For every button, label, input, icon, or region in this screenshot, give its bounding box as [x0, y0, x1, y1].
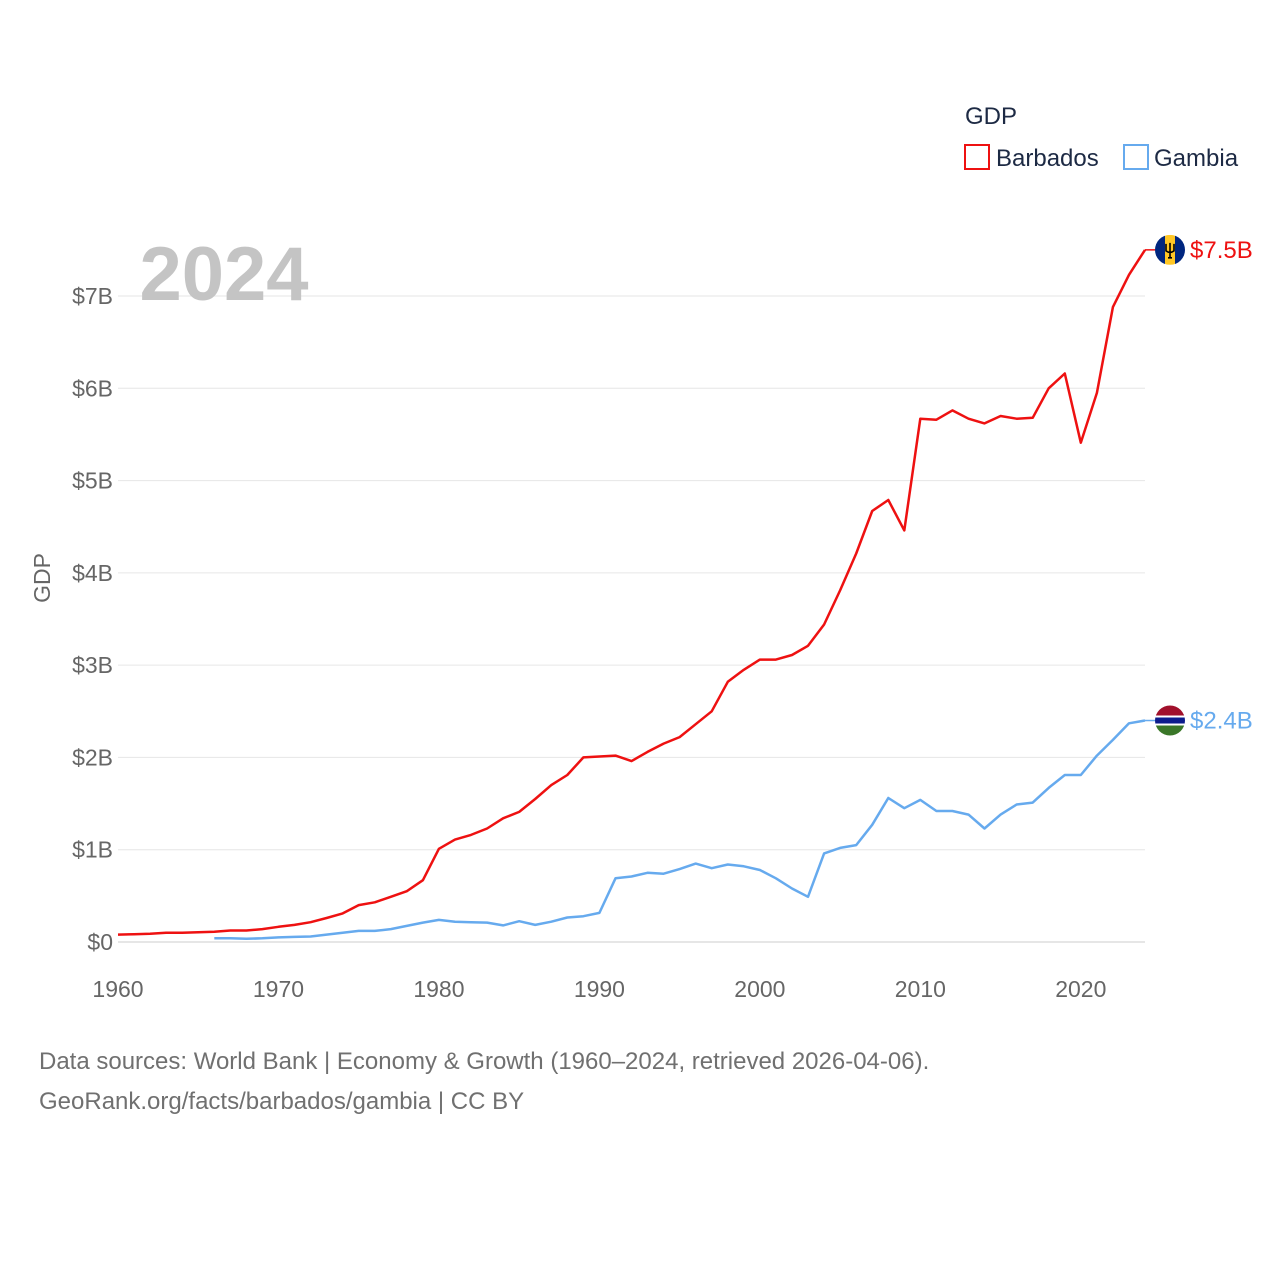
legend-label-barbados[interactable]: Barbados: [996, 145, 1099, 172]
legend-swatch-gambia[interactable]: [1123, 144, 1149, 170]
footer-attribution[interactable]: GeoRank.org/facts/barbados/gambia | CC B…: [39, 1088, 525, 1115]
footer-sources: Data sources: World Bank | Economy & Gro…: [39, 1048, 930, 1075]
y-tick-label: $5B: [72, 468, 113, 494]
end-marker-gambia: $2.4B: [1145, 705, 1253, 736]
barbados-flag-icon: [1155, 234, 1185, 265]
y-axis-title: GDP: [29, 553, 55, 603]
x-tick-label: 2020: [1055, 976, 1106, 1002]
x-tick-label: 1990: [574, 976, 625, 1002]
legend-title: GDP: [965, 103, 1017, 130]
end-label-barbados: $7.5B: [1190, 237, 1253, 264]
y-axis-ticks: $0 $1B $2B $3B $4B $5B $6B $7B: [72, 283, 113, 955]
y-tick-label: $0: [87, 929, 113, 955]
y-tick-label: $3B: [72, 652, 113, 678]
legend-label-gambia[interactable]: Gambia: [1154, 145, 1239, 172]
year-stamp: 2024: [139, 232, 308, 317]
x-tick-label: 1960: [92, 976, 143, 1002]
y-tick-label: $2B: [72, 744, 113, 770]
y-tick-label: $1B: [72, 837, 113, 863]
x-tick-label: 1970: [253, 976, 304, 1002]
series-line-gambia[interactable]: [214, 719, 1146, 941]
gambia-flag-icon: [1155, 705, 1185, 736]
y-tick-label: $7B: [72, 283, 113, 309]
series-lines: [117, 249, 1147, 941]
x-tick-label: 2010: [895, 976, 946, 1002]
y-tick-label: $6B: [72, 375, 113, 401]
x-axis-ticks: 1960 1970 1980 1990 2000 2010 2020: [92, 976, 1106, 1002]
legend-swatch-barbados[interactable]: [964, 144, 990, 170]
end-label-gambia: $2.4B: [1190, 708, 1253, 735]
footer: Data sources: World Bank | Economy & Gro…: [39, 1042, 1239, 1122]
x-tick-label: 1980: [413, 976, 464, 1002]
x-tick-label: 2000: [734, 976, 785, 1002]
series-line-barbados[interactable]: [117, 249, 1147, 936]
grid-lines: [118, 295, 1145, 943]
y-tick-label: $4B: [72, 560, 113, 586]
end-marker-barbados: $7.5B: [1145, 234, 1253, 265]
gdp-line-chart: $0 $1B $2B $3B $4B $5B $6B $7B 1960 1970 1980 1990…: [29, 103, 1253, 1002]
legend: GDP Barbados Gambia: [964, 103, 1239, 172]
